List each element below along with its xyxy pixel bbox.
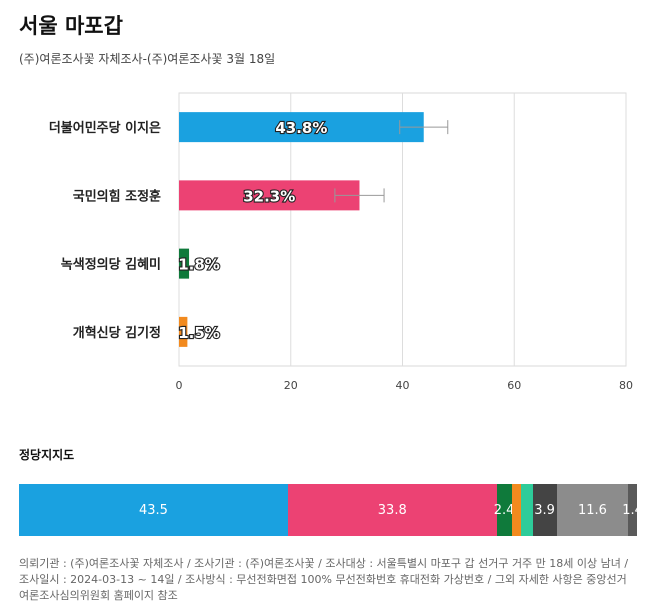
data-label: 1.5% (178, 324, 220, 342)
data-label: 32.3% (243, 187, 295, 205)
candidate-bar-chart: 0 20 40 60 80 더불어민주당 이지은 43.8% 국민의힘 조정훈 32.3% 녹색정… (49, 92, 633, 392)
party-segment-label: 33.8 (377, 502, 407, 518)
party-segment: 1.4 (622, 484, 643, 536)
x-tick-label: 40 (396, 379, 410, 392)
party-segment-label: 43.5 (138, 502, 168, 518)
party-segment-label: 1.4 (622, 502, 643, 518)
x-tick-label: 60 (507, 379, 521, 392)
category-label: 녹색정의당 김혜미 (61, 257, 161, 273)
party-segment: 43.5 (19, 484, 288, 536)
x-tick-label: 20 (284, 379, 298, 392)
bar (179, 316, 188, 347)
chart-title: 서울 마포갑 (19, 14, 123, 38)
x-tick-label: 80 (619, 379, 633, 392)
data-label: 1.8% (178, 256, 220, 274)
chart-subtitle: (주)여론조사꽃 자체조사-(주)여론조사꽃 3월 18일 (19, 52, 276, 66)
party-segment: 33.8 (287, 484, 497, 536)
category-label: 더불어민주당 이지은 (49, 120, 161, 136)
x-tick-label: 0 (176, 379, 183, 392)
party-segment: 11.6 (556, 484, 629, 536)
data-label: 43.8% (275, 119, 327, 137)
category-label: 국민의힘 조정훈 (73, 188, 161, 204)
party-support-title: 정당지지도 (19, 448, 75, 462)
category-label: 개혁신당 김기정 (73, 325, 161, 341)
bar (179, 180, 360, 211)
party-segment-label: 11.6 (577, 502, 607, 518)
party-support-stacked-bar: 43.5 33.8 2.4 3.9 11.6 1.4 (19, 484, 643, 536)
bar (179, 112, 424, 143)
party-segment (521, 484, 533, 536)
bar (179, 248, 190, 279)
party-segment-label: 3.9 (534, 502, 555, 518)
party-segment-label: 2.4 (493, 502, 515, 518)
party-segment: 2.4 (493, 484, 515, 536)
party-segment: 3.9 (532, 484, 557, 536)
party-segment (511, 484, 522, 536)
survey-footnote: 의뢰기관 : (주)여론조사꽃 자체조사 / 조사기관 : (주)여론조사꽃 /… (19, 557, 629, 602)
